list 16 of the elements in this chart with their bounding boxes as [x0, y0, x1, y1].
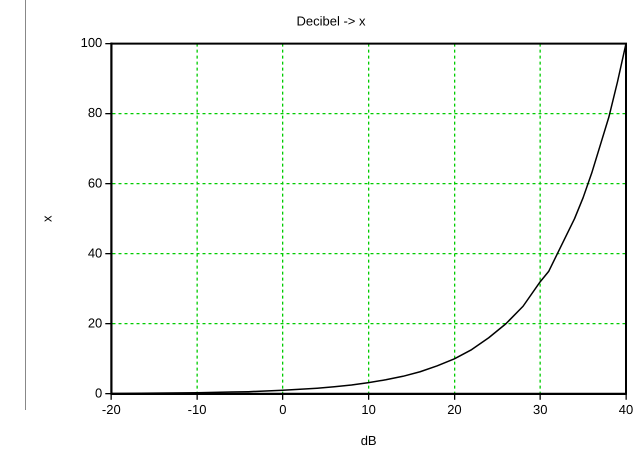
- y-tick-label: 40: [88, 245, 102, 260]
- x-tick-label: 40: [618, 402, 634, 418]
- x-tick-label: 20: [447, 402, 462, 418]
- x-tick-label: 10: [361, 402, 376, 418]
- y-tick-label: 0: [95, 385, 102, 400]
- x-tick-label: 0: [279, 402, 286, 418]
- y-axis-title: x: [39, 214, 54, 222]
- y-tick-label: 100: [80, 35, 102, 50]
- y-tick-label: 80: [88, 105, 102, 120]
- chart-title: Decibel -> x: [296, 13, 366, 28]
- y-tick-label: 20: [88, 315, 102, 330]
- x-axis-title: dB: [360, 432, 377, 448]
- y-tick-label: 60: [88, 175, 102, 190]
- x-tick-label: -20: [102, 402, 121, 418]
- x-tick-label: -10: [188, 402, 206, 418]
- x-tick-label: 30: [532, 402, 548, 418]
